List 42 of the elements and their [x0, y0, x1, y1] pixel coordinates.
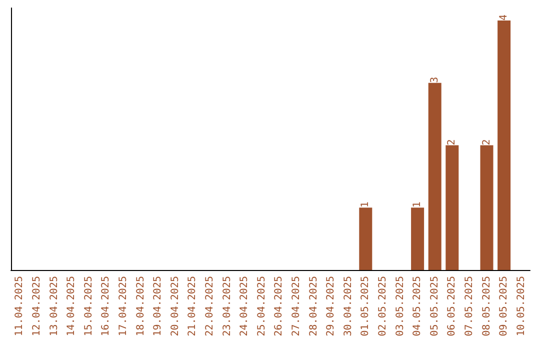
x-tick-label: 01.05.2025: [360, 276, 372, 336]
x-tick-label: 08.05.2025: [481, 276, 492, 336]
bar: [446, 145, 459, 270]
x-tick-label: 24.04.2025: [239, 276, 250, 336]
x-tick-label: 26.04.2025: [274, 276, 285, 336]
bar: [428, 82, 442, 270]
data-label: 2: [446, 139, 458, 146]
x-tick-label: 16.04.2025: [100, 276, 112, 336]
x-tick-label: 23.04.2025: [222, 276, 233, 336]
x-tick-label: 27.04.2025: [290, 276, 302, 336]
x-tick-label: 13.04.2025: [48, 276, 60, 336]
x-tick-label: 20.04.2025: [170, 276, 181, 336]
x-tick-label: 04.05.2025: [412, 276, 424, 336]
bar: [411, 208, 424, 270]
x-tick-label: 25.04.2025: [256, 276, 268, 336]
x-tick-label: 22.04.2025: [204, 276, 216, 336]
x-tick-label: 09.05.2025: [498, 276, 510, 336]
x-tick-label: 06.05.2025: [446, 276, 458, 336]
x-tick-label: 15.04.2025: [83, 276, 94, 336]
x-tick-label: 19.04.2025: [152, 276, 164, 336]
data-label: 2: [481, 139, 492, 146]
x-tick-label: 10.05.2025: [516, 276, 527, 336]
x-tick-label: 11.04.2025: [14, 276, 26, 336]
data-label: 1: [412, 202, 424, 208]
bar: [480, 145, 494, 270]
x-tick-label: 02.05.2025: [377, 276, 388, 336]
x-tick-label: 17.04.2025: [118, 276, 129, 336]
data-label: 1: [360, 202, 372, 208]
x-tick-label: 21.04.2025: [187, 276, 198, 336]
x-tick-label: 28.04.2025: [308, 276, 320, 336]
x-tick-label: 14.04.2025: [66, 276, 78, 336]
x-tick-label: 18.04.2025: [135, 276, 146, 336]
x-tick-label: 30.04.2025: [342, 276, 354, 336]
x-tick-label: 29.04.2025: [326, 276, 337, 336]
data-label: 4: [498, 14, 510, 20]
x-tick-label: 03.05.2025: [394, 276, 406, 336]
x-tick-label: 12.04.2025: [31, 276, 42, 336]
bar: [359, 208, 372, 270]
data-label: 3: [429, 76, 440, 83]
x-tick-label: 07.05.2025: [464, 276, 475, 336]
x-tick-label: 05.05.2025: [429, 276, 440, 336]
bar: [498, 20, 511, 270]
